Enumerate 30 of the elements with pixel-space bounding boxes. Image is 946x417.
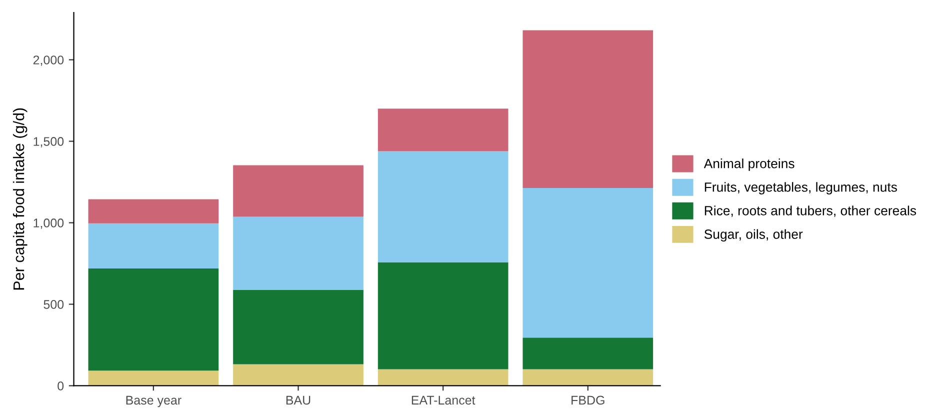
bar [522, 30, 654, 188]
bar [378, 369, 508, 386]
y-tick-label: 1,000 [34, 218, 64, 229]
bar [88, 370, 219, 386]
bar [233, 290, 364, 364]
bar [522, 188, 654, 338]
y-tick-label: 0 [58, 382, 64, 390]
legend-label: Fruits, vegetables, legumes, nuts [704, 182, 897, 194]
bar [522, 338, 654, 370]
x-tick-label: BAU [286, 396, 310, 405]
x-tick-label: Base year [126, 396, 182, 408]
bar [88, 199, 219, 224]
y-tick-label: 1,500 [34, 137, 64, 148]
bar [378, 108, 508, 152]
bar [378, 262, 508, 370]
y-tick-label: 500 [44, 300, 64, 309]
x-tick-label: FBDG [572, 396, 604, 405]
bar [378, 151, 508, 262]
y-tick-label: 2,000 [33, 56, 64, 66]
legend-label: Rice, roots and tubers, other cereals [704, 206, 916, 217]
x-tick-label: EAT-Lancet [412, 396, 476, 405]
legend-label: Animal proteins [704, 158, 794, 171]
bar [88, 268, 219, 371]
bar [88, 223, 219, 269]
bar [522, 369, 654, 386]
y-axis-title: Per capita food intake (g/d) [12, 108, 28, 290]
bar [233, 216, 364, 290]
legend-label: Sugar, oils, other [704, 229, 803, 242]
bar [233, 165, 364, 217]
bar [233, 364, 364, 386]
